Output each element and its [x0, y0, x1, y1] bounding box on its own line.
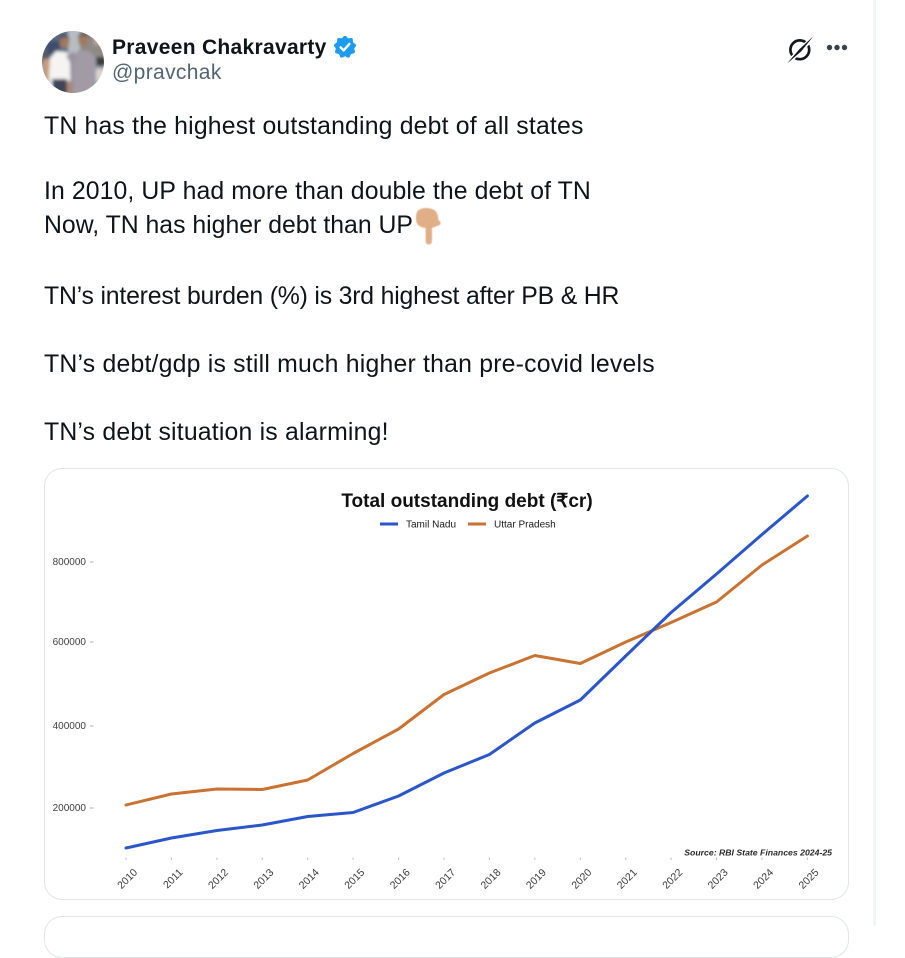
svg-text:2010: 2010 [115, 867, 140, 892]
svg-text:2011: 2011 [161, 867, 186, 892]
svg-text:2022: 2022 [660, 867, 685, 892]
svg-text:Tamil Nadu: Tamil Nadu [406, 520, 456, 531]
svg-text:2012: 2012 [206, 867, 231, 892]
svg-text:600000: 600000 [53, 637, 87, 648]
svg-text:200000: 200000 [53, 803, 87, 814]
svg-text:2015: 2015 [342, 867, 367, 892]
svg-text:2021: 2021 [615, 867, 640, 892]
svg-text:800000: 800000 [53, 557, 87, 568]
svg-text:2019: 2019 [524, 867, 549, 892]
svg-text:2018: 2018 [479, 867, 504, 892]
svg-text:Uttar Pradesh: Uttar Pradesh [494, 520, 556, 531]
svg-text:2020: 2020 [569, 867, 594, 892]
svg-text:2014: 2014 [297, 867, 322, 892]
svg-text:2023: 2023 [706, 867, 731, 892]
svg-text:2013: 2013 [251, 867, 276, 892]
svg-text:Source: RBI State Finances 202: Source: RBI State Finances 2024-25 [684, 848, 832, 858]
svg-text:2024: 2024 [751, 867, 776, 892]
svg-text:2016: 2016 [388, 867, 413, 892]
svg-text:Total outstanding debt (₹cr): Total outstanding debt (₹cr) [341, 491, 592, 512]
svg-text:400000: 400000 [53, 721, 87, 732]
svg-text:2025: 2025 [797, 867, 822, 892]
svg-text:2017: 2017 [433, 867, 458, 892]
